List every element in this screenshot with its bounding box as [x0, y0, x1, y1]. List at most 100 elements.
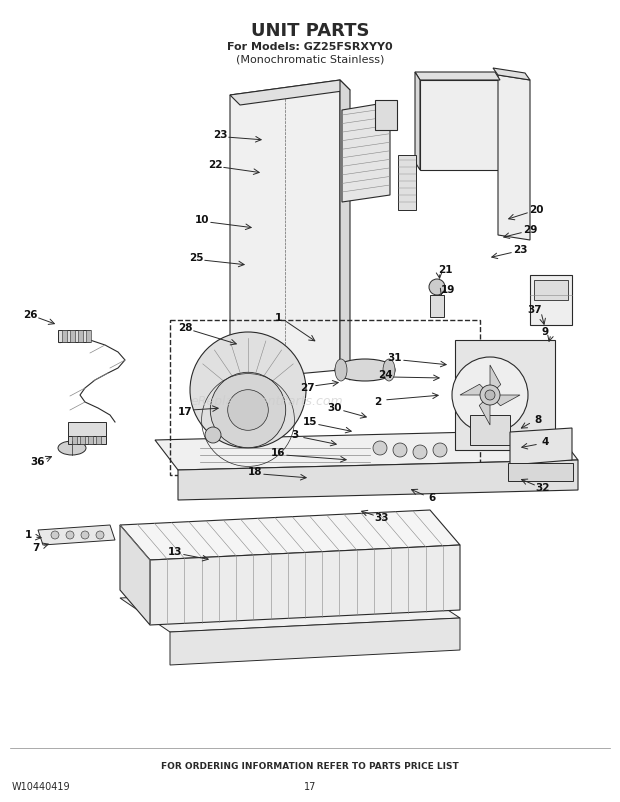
Text: 36: 36	[31, 457, 45, 467]
Text: 1: 1	[275, 313, 281, 323]
Bar	[530, 275, 572, 325]
Polygon shape	[420, 80, 500, 170]
Bar	[470, 415, 510, 445]
Polygon shape	[460, 384, 490, 395]
Ellipse shape	[335, 359, 395, 381]
Bar	[70, 330, 75, 342]
Bar	[80, 436, 85, 444]
Circle shape	[433, 443, 447, 457]
Polygon shape	[479, 395, 490, 425]
Polygon shape	[498, 75, 530, 240]
Polygon shape	[415, 72, 420, 170]
Text: 2: 2	[374, 397, 382, 407]
Bar	[455, 340, 555, 450]
Circle shape	[190, 332, 306, 448]
Text: 20: 20	[529, 205, 543, 215]
Text: eReplacementParts.com: eReplacementParts.com	[190, 395, 343, 407]
Bar	[375, 100, 397, 130]
Polygon shape	[490, 365, 501, 395]
Polygon shape	[155, 430, 578, 470]
Circle shape	[480, 385, 500, 405]
Bar	[58, 330, 90, 342]
Text: 9: 9	[541, 327, 549, 337]
Text: 10: 10	[195, 215, 210, 225]
Bar	[508, 463, 573, 481]
Polygon shape	[490, 395, 520, 406]
Text: 17: 17	[304, 782, 316, 792]
Circle shape	[210, 372, 286, 448]
Polygon shape	[510, 428, 572, 465]
Text: W10440419: W10440419	[12, 782, 71, 792]
Text: 23: 23	[513, 245, 527, 255]
Text: 3: 3	[291, 430, 299, 440]
Bar	[78, 330, 83, 342]
Polygon shape	[340, 80, 350, 380]
Polygon shape	[178, 460, 578, 500]
Polygon shape	[150, 545, 460, 625]
Text: 25: 25	[188, 253, 203, 263]
Bar	[88, 436, 93, 444]
Text: For Models: GZ25FSRXYY0: For Models: GZ25FSRXYY0	[227, 42, 393, 52]
Polygon shape	[493, 68, 530, 80]
Ellipse shape	[335, 359, 347, 381]
Bar	[86, 330, 91, 342]
Bar	[430, 295, 444, 317]
Circle shape	[81, 531, 89, 539]
Polygon shape	[342, 102, 390, 202]
Bar	[68, 422, 106, 436]
Ellipse shape	[58, 441, 86, 455]
Bar	[96, 436, 101, 444]
Text: 27: 27	[299, 383, 314, 393]
Polygon shape	[415, 72, 500, 80]
Text: 31: 31	[388, 353, 402, 363]
Text: 33: 33	[374, 513, 389, 523]
Text: 21: 21	[438, 265, 452, 275]
Bar	[68, 436, 106, 444]
Text: 30: 30	[328, 403, 342, 413]
Text: UNIT PARTS: UNIT PARTS	[250, 22, 370, 40]
Polygon shape	[120, 585, 460, 632]
Circle shape	[373, 441, 387, 455]
Polygon shape	[120, 510, 460, 560]
Text: 28: 28	[178, 323, 192, 333]
Text: 26: 26	[23, 310, 37, 320]
Text: 7: 7	[32, 543, 40, 553]
Text: 29: 29	[523, 225, 537, 235]
Text: 15: 15	[303, 417, 317, 427]
Circle shape	[96, 531, 104, 539]
Circle shape	[51, 531, 59, 539]
Text: 32: 32	[536, 483, 551, 493]
Text: (Monochromatic Stainless): (Monochromatic Stainless)	[236, 54, 384, 64]
Text: 16: 16	[271, 448, 285, 458]
Circle shape	[393, 443, 407, 457]
Ellipse shape	[383, 359, 395, 381]
Text: 13: 13	[168, 547, 182, 557]
Text: 22: 22	[208, 160, 222, 170]
Polygon shape	[230, 80, 350, 105]
Bar	[72, 436, 77, 444]
Circle shape	[205, 427, 221, 443]
Text: 23: 23	[213, 130, 228, 140]
Text: 24: 24	[378, 370, 392, 380]
Text: 19: 19	[441, 285, 455, 295]
Text: 17: 17	[178, 407, 192, 417]
Bar	[398, 155, 416, 210]
Circle shape	[429, 279, 445, 295]
Text: FOR ORDERING INFORMATION REFER TO PARTS PRICE LIST: FOR ORDERING INFORMATION REFER TO PARTS …	[161, 762, 459, 771]
Polygon shape	[170, 618, 460, 665]
Text: 18: 18	[248, 467, 262, 477]
Circle shape	[66, 531, 74, 539]
Bar	[62, 330, 67, 342]
Circle shape	[452, 357, 528, 433]
Circle shape	[485, 390, 495, 400]
Polygon shape	[120, 525, 150, 625]
Text: 1: 1	[24, 530, 32, 540]
Bar	[170, 320, 480, 475]
Polygon shape	[230, 80, 340, 380]
Circle shape	[413, 445, 427, 459]
Polygon shape	[38, 525, 115, 545]
Text: 37: 37	[528, 305, 542, 315]
Text: 6: 6	[428, 493, 436, 503]
Circle shape	[228, 390, 268, 431]
Bar	[534, 280, 568, 300]
